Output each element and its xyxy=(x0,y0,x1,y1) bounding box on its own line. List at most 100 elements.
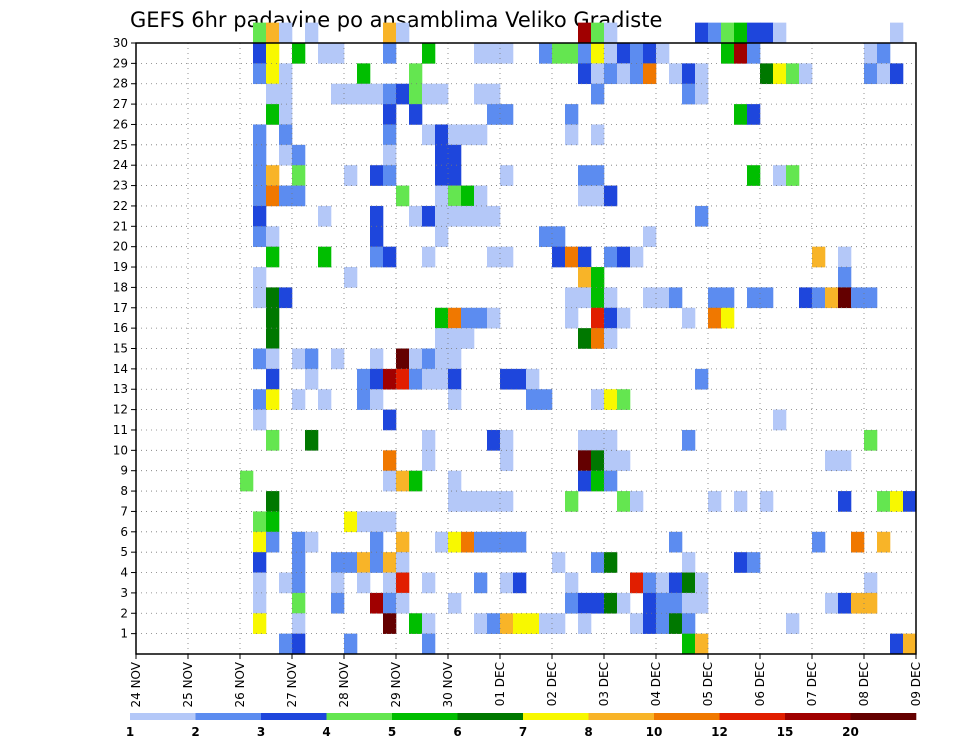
heatmap-cell xyxy=(422,613,436,634)
heatmap-cell xyxy=(864,429,878,451)
heatmap-cell xyxy=(487,491,501,512)
heatmap-cell xyxy=(253,389,267,410)
heatmap-cell xyxy=(643,63,657,85)
y-tick-label: 2 xyxy=(120,606,128,620)
heatmap-cell xyxy=(357,552,371,573)
heatmap-cell xyxy=(370,368,384,390)
heatmap-cell xyxy=(435,165,449,186)
heatmap-cell xyxy=(357,572,371,594)
heatmap-cell xyxy=(292,165,306,186)
heatmap-cell xyxy=(578,22,592,44)
heatmap-cell xyxy=(383,592,397,614)
heatmap-cell xyxy=(578,63,592,85)
heatmap-cell xyxy=(656,572,670,594)
heatmap-cell xyxy=(565,124,579,146)
heatmap-cell xyxy=(253,613,267,634)
heatmap-cell xyxy=(500,531,514,553)
heatmap-cell xyxy=(435,124,449,146)
heatmap-cell xyxy=(396,83,410,105)
heatmap-cell xyxy=(682,63,696,85)
heatmap-cell xyxy=(747,165,761,186)
heatmap-cell xyxy=(747,104,761,125)
heatmap-cell xyxy=(409,368,423,390)
heatmap-cell xyxy=(487,613,501,634)
y-tick-label: 3 xyxy=(120,586,128,600)
heatmap-cell xyxy=(266,429,280,451)
legend-swatch xyxy=(195,713,262,720)
heatmap-cell xyxy=(591,429,605,451)
heatmap-cell xyxy=(474,43,488,64)
heatmap-cell xyxy=(500,572,514,594)
y-tick-label: 13 xyxy=(113,382,128,396)
x-tick-label: 07 DEC xyxy=(805,662,819,706)
x-tick-label: 09 DEC xyxy=(909,662,923,706)
heatmap-cell xyxy=(760,22,774,44)
heatmap-cell xyxy=(526,389,540,410)
heatmap-cell xyxy=(721,307,735,329)
heatmap-cell xyxy=(435,83,449,105)
heatmap-cell xyxy=(604,287,618,309)
heatmap-cell xyxy=(500,165,514,186)
heatmap-cell xyxy=(630,246,644,268)
heatmap-cell xyxy=(864,287,878,309)
heatmap-cell xyxy=(825,592,839,614)
heatmap-cell xyxy=(487,83,501,105)
heatmap-cell xyxy=(279,144,293,166)
heatmap-cell xyxy=(266,246,280,268)
heatmap-cell xyxy=(422,429,436,451)
heatmap-cell xyxy=(526,368,540,390)
heatmap-cell xyxy=(708,22,722,44)
heatmap-cell xyxy=(266,226,280,247)
heatmap-cell xyxy=(630,491,644,512)
heatmap-cell xyxy=(669,63,683,85)
heatmap-cell xyxy=(266,511,280,533)
heatmap-cell xyxy=(513,368,527,390)
y-tick-label: 30 xyxy=(113,36,128,50)
heatmap-cell xyxy=(864,63,878,85)
heatmap-cell xyxy=(448,348,462,370)
legend-swatch xyxy=(261,713,327,720)
heatmap-cell xyxy=(851,592,865,614)
heatmap-cell xyxy=(604,307,618,329)
heatmap-cell xyxy=(500,368,514,390)
heatmap-cell xyxy=(487,43,501,64)
heatmap-cell xyxy=(838,592,852,614)
y-tick-label: 7 xyxy=(120,504,128,518)
heatmap-cell xyxy=(305,22,319,44)
heatmap-cell xyxy=(266,491,280,512)
heatmap-cell xyxy=(500,613,514,634)
heatmap-cell xyxy=(656,613,670,634)
heatmap-cell xyxy=(331,592,345,614)
heatmap-cell xyxy=(266,287,280,309)
heatmap-cell xyxy=(643,43,657,64)
heatmap-cell xyxy=(851,287,865,309)
heatmap-cell xyxy=(448,328,462,349)
heatmap-cell xyxy=(695,83,709,105)
heatmap-cell xyxy=(279,124,293,146)
heatmap-cell xyxy=(578,328,592,349)
heatmap-cell xyxy=(695,205,709,227)
heatmap-cell xyxy=(474,491,488,512)
heatmap-cell xyxy=(604,246,618,268)
heatmap-cell xyxy=(500,43,514,64)
heatmap-cell xyxy=(890,22,904,44)
heatmap-cell xyxy=(682,307,696,329)
heatmap-cell xyxy=(409,470,423,492)
heatmap-cell xyxy=(747,287,761,309)
heatmap-cell xyxy=(292,144,306,166)
heatmap-cell xyxy=(266,63,280,85)
heatmap-cell xyxy=(630,613,644,634)
heatmap-cell xyxy=(695,592,709,614)
heatmap-cell xyxy=(513,613,527,634)
heatmap-cell xyxy=(643,613,657,634)
heatmap-cell xyxy=(773,22,787,44)
heatmap-cell xyxy=(643,572,657,594)
heatmap-cell xyxy=(552,226,566,247)
heatmap-cell xyxy=(422,633,436,655)
heatmap-cell xyxy=(266,389,280,410)
heatmap-cell xyxy=(409,205,423,227)
heatmap-cell xyxy=(747,43,761,64)
heatmap-cell xyxy=(253,572,267,594)
heatmap-cell xyxy=(292,572,306,594)
y-tick-label: 23 xyxy=(113,179,128,193)
